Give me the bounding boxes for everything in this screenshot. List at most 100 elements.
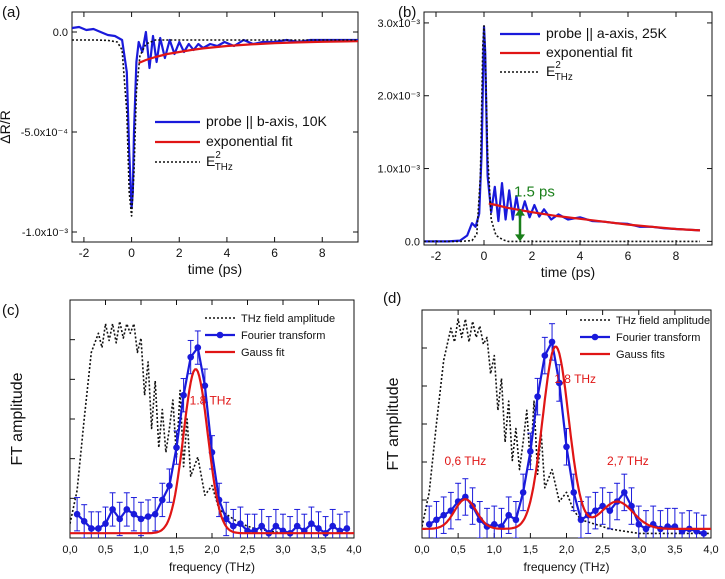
- x-tick-label-c: 4,0: [346, 544, 361, 556]
- data-point-d: [570, 489, 578, 496]
- panel-label-b: (b): [398, 4, 416, 21]
- data-point-c: [308, 520, 315, 528]
- data-point-d: [534, 393, 541, 400]
- y-axis-label-c: FT amplitude: [9, 372, 26, 465]
- legend-label-c: THz field amplitude: [241, 313, 335, 325]
- x-tick-label-d: 1,0: [487, 544, 502, 556]
- y-tick-label-b: 1.0x10⁻³: [378, 164, 421, 176]
- data-point-c: [130, 510, 138, 518]
- data-point-c: [187, 353, 194, 361]
- data-point-d: [563, 443, 570, 451]
- x-tick-label-c: 1,0: [133, 544, 148, 556]
- data-point-d: [519, 489, 527, 496]
- x-tick-label-b: 4: [577, 249, 584, 263]
- x-tick-label-d: 0,5: [450, 544, 465, 556]
- data-point-d: [606, 507, 614, 514]
- data-point-d: [433, 516, 440, 524]
- data-point-d: [700, 530, 708, 537]
- y-axis-label-a: ΔR/R: [0, 110, 13, 143]
- data-point-d: [527, 448, 534, 455]
- x-tick-label-d: 2,5: [595, 544, 610, 556]
- peak-label-d: 0,6 THz: [444, 454, 486, 468]
- data-point-c: [123, 506, 131, 513]
- x-tick-label-c: 2,5: [240, 544, 255, 556]
- data-point-c: [159, 496, 166, 504]
- legend-label-d: Fourier transform: [616, 332, 700, 344]
- series-line-c-0: [70, 320, 354, 534]
- panel-b: -2 0 2 4 6 8 0.0 1.0x10⁻³ 2.0x10⁻³ 3.0x10⁻³ time (…: [378, 11, 713, 280]
- plot-area-c: [70, 320, 354, 538]
- x-tick-label-a: 0: [128, 246, 135, 260]
- data-point-c: [293, 522, 301, 530]
- data-point-d: [440, 511, 447, 519]
- data-point-c: [222, 515, 230, 523]
- annotation-text: 1.5 ps: [514, 184, 555, 201]
- plot-area-d: [422, 318, 711, 538]
- x-tick-label-d: 1,5: [523, 544, 538, 556]
- legend-label-d: Gauss fits: [616, 349, 665, 361]
- x-tick-label-a: 2: [176, 246, 183, 260]
- series-line-b-1: [488, 202, 701, 232]
- data-point-d: [425, 521, 433, 528]
- panel-label-a: (a): [2, 4, 20, 21]
- plot-frame-a: [71, 11, 359, 243]
- data-point-c: [73, 510, 81, 518]
- legend-label-c: Fourier transform: [241, 330, 325, 342]
- data-point-c: [230, 522, 237, 530]
- data-point-c: [144, 513, 152, 520]
- x-tick-label-b: 6: [625, 249, 632, 263]
- peak-label-c: 1.8 THz: [190, 394, 232, 408]
- x-tick-label-b: -2: [431, 249, 442, 263]
- x-tick-label-a: 4: [224, 246, 231, 260]
- data-point-c: [109, 506, 116, 513]
- legend-d: THz field amplitude Fourier transform Gaus…: [580, 315, 710, 361]
- annotation-arrow-head: [515, 208, 525, 216]
- data-point-d: [505, 511, 512, 519]
- data-point-c: [201, 382, 209, 389]
- x-tick-label-d: 3,5: [667, 544, 682, 556]
- y-axis-label-d: FT amplitude: [385, 377, 402, 470]
- legend-label-a: probe || b-axis, 10K: [206, 113, 328, 129]
- x-tick-label-c: 0,5: [98, 544, 113, 556]
- legend-label-b: probe || a-axis, 25K: [546, 25, 668, 41]
- data-point-d: [548, 338, 556, 346]
- data-point-c: [102, 520, 109, 528]
- panel-label-c: (c): [2, 302, 20, 319]
- data-point-d: [490, 521, 498, 528]
- x-tick-label-d: 0,0: [414, 544, 429, 556]
- data-point-c: [272, 522, 280, 530]
- x-tick-label-a: 8: [319, 246, 326, 260]
- legend-label-b: E2 THz: [546, 60, 573, 83]
- data-point-d: [555, 379, 563, 387]
- panel-c: 0,0 0,5 1,0 1,5 2,0 2,5 3,0 3,5 4,0 frequency (TH…: [9, 299, 362, 574]
- y-tick-label-b: 2.0x10⁻³: [378, 91, 421, 103]
- series-line-c-2: [70, 368, 354, 535]
- y-tick-label-a: -5.0x10⁻⁴: [21, 127, 68, 139]
- x-tick-label-c: 0,0: [62, 544, 77, 556]
- y-tick-label-a: -1.0x10⁻³: [22, 227, 68, 239]
- panel-label-d: (d): [383, 290, 401, 307]
- x-tick-label-a: 6: [271, 246, 278, 260]
- data-point-c: [237, 520, 244, 528]
- series-line-d-2: [422, 345, 711, 530]
- data-point-c: [258, 522, 266, 530]
- legend-marker-c: [216, 331, 224, 339]
- series-line-d-0: [422, 318, 711, 535]
- peak-label-d: 2,7 THz: [607, 454, 649, 468]
- data-point-d: [642, 525, 650, 533]
- legend-label-a: E2 THz: [206, 150, 233, 173]
- data-point-c: [173, 444, 180, 451]
- panel-d: 0,0 0,5 1,0 1,5 2,0 2,5 3,0 3,5 4,0 frequency (TH…: [385, 309, 719, 574]
- x-axis-label-b: time (ps): [541, 264, 595, 280]
- x-axis-label-d: frequency (THz): [523, 560, 609, 574]
- legend-label-d: THz field amplitude: [616, 315, 710, 327]
- data-point-d: [635, 521, 643, 528]
- legend-marker-d: [591, 333, 599, 341]
- x-tick-label-c: 3,5: [311, 544, 326, 556]
- data-point-c: [80, 518, 88, 525]
- peak-label-d: 1,8 THz: [554, 372, 596, 386]
- x-tick-label-d: 4,0: [703, 544, 718, 556]
